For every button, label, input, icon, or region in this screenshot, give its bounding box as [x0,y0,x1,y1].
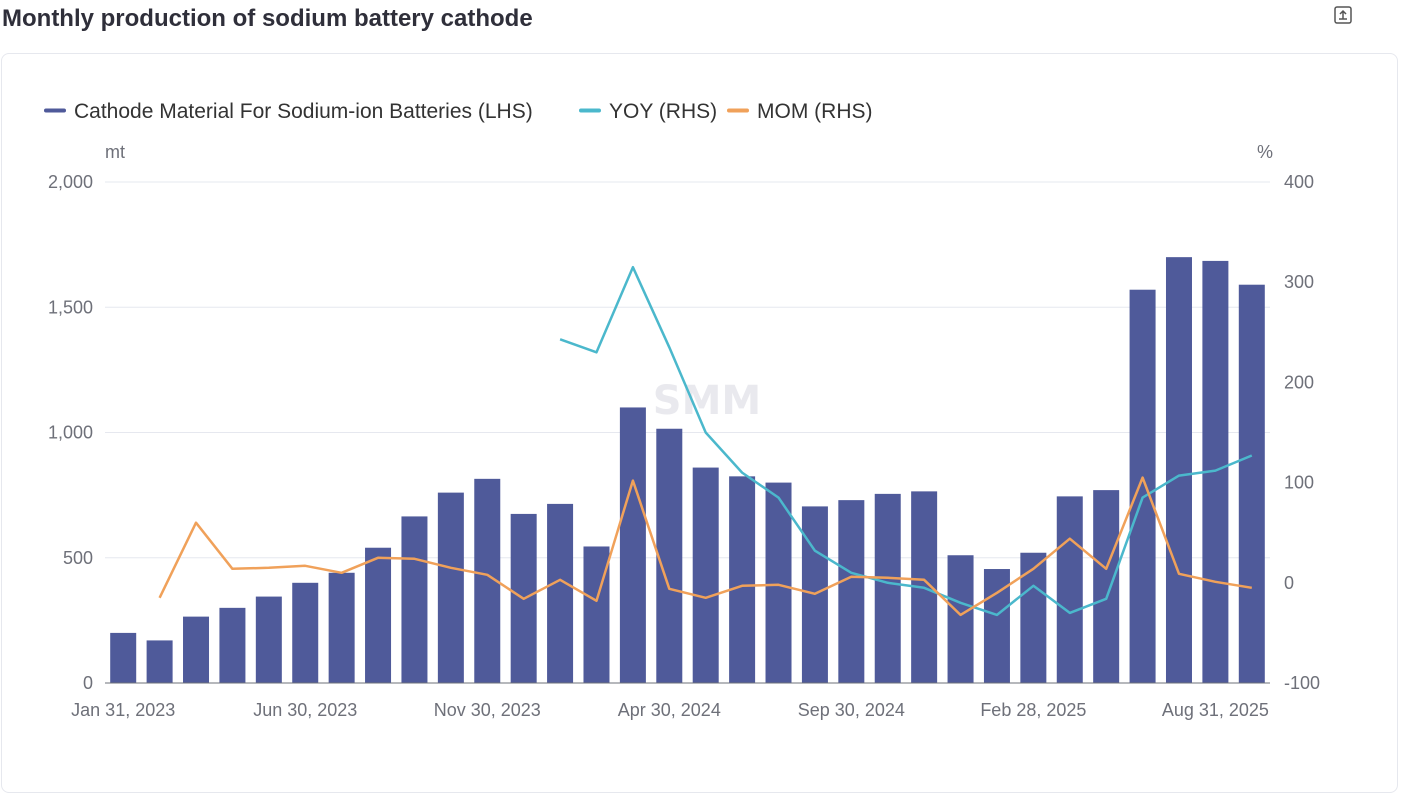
bar [1056,496,1083,683]
right-tick-label: 300 [1284,272,1314,292]
bar [219,607,246,683]
bar [1093,490,1120,683]
page-title: Monthly production of sodium battery cat… [2,5,533,32]
legend-label: MOM (RHS) [757,100,872,123]
export-button[interactable] [1334,6,1352,24]
legend-label: Cathode Material For Sodium-ion Batterie… [74,100,533,123]
bar [401,516,428,683]
right-tick-label: -100 [1284,673,1320,693]
left-tick-label: 500 [63,548,93,568]
watermark: SMM [653,378,761,424]
line-series [158,265,1253,617]
bar [1129,289,1156,683]
bar [110,632,137,683]
export-icon [1334,6,1352,24]
bar [1238,284,1265,683]
right-tick-label: 400 [1284,172,1314,192]
legend-label: YOY (RHS) [609,100,717,123]
legend: Cathode Material For Sodium-ion Batterie… [44,100,872,123]
legend-item: YOY (RHS) [579,100,717,123]
bar [183,616,210,683]
legend-swatch [727,108,749,113]
bar [1165,257,1192,683]
bar [146,640,173,683]
bar [292,582,319,683]
bar [765,482,792,683]
bar [328,572,355,683]
yoy-line [559,265,1253,617]
bar [729,476,756,683]
left-tick-label: 2,000 [48,172,93,192]
bar-series [110,257,1265,683]
left-tick-label: 1,500 [48,297,93,317]
bar [619,407,646,683]
bar [692,467,719,683]
x-tick-label: Jun 30, 2023 [253,700,357,720]
bar [1020,552,1047,683]
legend-swatch [44,108,66,113]
left-tick-label: 1,000 [48,423,93,443]
mom-line [158,476,1253,617]
right-tick-label: 200 [1284,372,1314,392]
chart: SMM 0 500 1,000 1,500 2,000 -100 0 100 200 300 400… [44,100,1320,720]
x-tick-label: Apr 30, 2024 [618,700,721,720]
bar [547,503,574,683]
bar [437,492,464,683]
x-tick-label: Nov 30, 2023 [434,700,541,720]
right-axis-unit: % [1257,142,1273,162]
axes: 0 500 1,000 1,500 2,000 -100 0 100 200 300 400 mt % J… [48,142,1320,720]
left-axis-unit: mt [105,142,125,162]
bar [838,500,865,683]
legend-item: Cathode Material For Sodium-ion Batterie… [44,100,533,123]
legend-swatch [579,108,601,113]
bar [365,547,392,683]
left-tick-label: 0 [83,673,93,693]
right-tick-label: 100 [1284,473,1314,493]
x-tick-label: Jan 31, 2023 [71,700,175,720]
bar [947,555,974,683]
bar [874,493,901,683]
right-tick-label: 0 [1284,573,1294,593]
x-tick-label: Aug 31, 2025 [1162,700,1269,720]
x-tick-label: Sep 30, 2024 [798,700,905,720]
x-tick-label: Feb 28, 2025 [980,700,1086,720]
bar [656,428,683,683]
legend-item: MOM (RHS) [727,100,872,123]
bar [255,596,282,683]
